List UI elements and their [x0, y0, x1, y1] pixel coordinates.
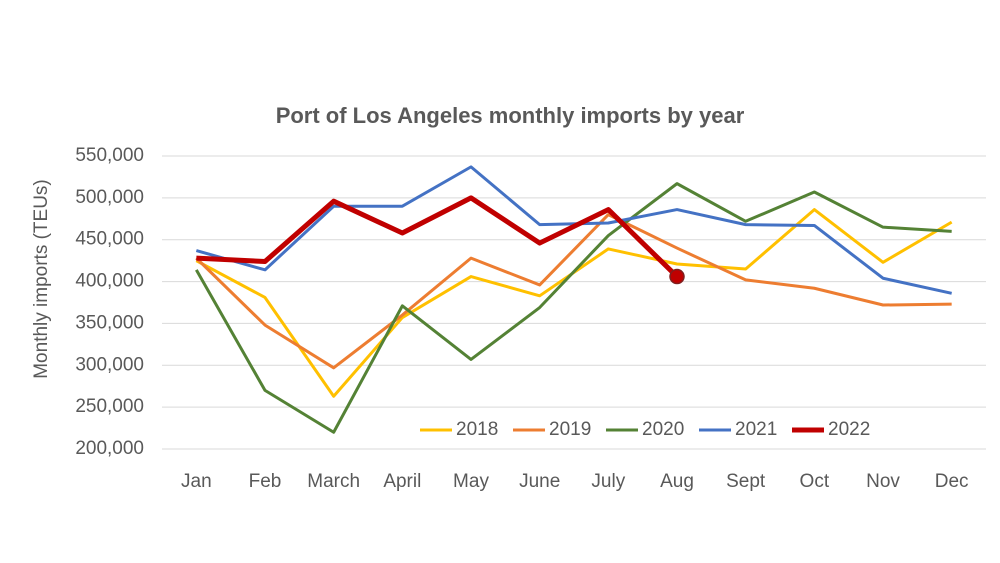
x-tick-label: Jan	[181, 471, 212, 492]
x-tick-label: Sept	[726, 471, 766, 492]
x-tick-label: Feb	[249, 471, 282, 492]
x-tick-label: April	[383, 471, 421, 492]
legend-label: 2018	[456, 419, 498, 440]
y-tick-label: 350,000	[75, 312, 144, 333]
x-tick-label: Aug	[660, 471, 694, 492]
y-axis-title: Monthly imports (TEUs)	[31, 179, 52, 379]
y-tick-label: 450,000	[75, 229, 144, 250]
x-tick-label: July	[591, 471, 625, 492]
series-line	[195, 213, 952, 370]
x-tick-label: Dec	[935, 471, 969, 492]
series-line	[195, 165, 952, 295]
x-tick-label: March	[307, 471, 360, 492]
y-tick-label: 300,000	[75, 354, 144, 375]
legend-label: 2021	[735, 419, 777, 440]
legend-label: 2020	[642, 419, 684, 440]
point-marker	[669, 268, 685, 285]
x-tick-label: Oct	[800, 471, 830, 492]
y-tick-label: 500,000	[75, 187, 144, 208]
series-line	[196, 195, 679, 279]
y-tick-label: 200,000	[75, 438, 144, 459]
legend-label: 2019	[549, 419, 591, 440]
series-line	[195, 208, 953, 398]
y-tick-label: 400,000	[75, 271, 144, 292]
x-tick-label: June	[519, 471, 560, 492]
x-tick-label: May	[453, 471, 489, 492]
y-tick-label: 250,000	[75, 396, 144, 417]
series-line	[195, 182, 952, 434]
x-tick-label: Nov	[866, 471, 900, 492]
legend-label: 2022	[828, 419, 870, 440]
y-tick-label: 550,000	[75, 145, 144, 166]
chart-title: Port of Los Angeles monthly imports by y…	[276, 103, 745, 128]
